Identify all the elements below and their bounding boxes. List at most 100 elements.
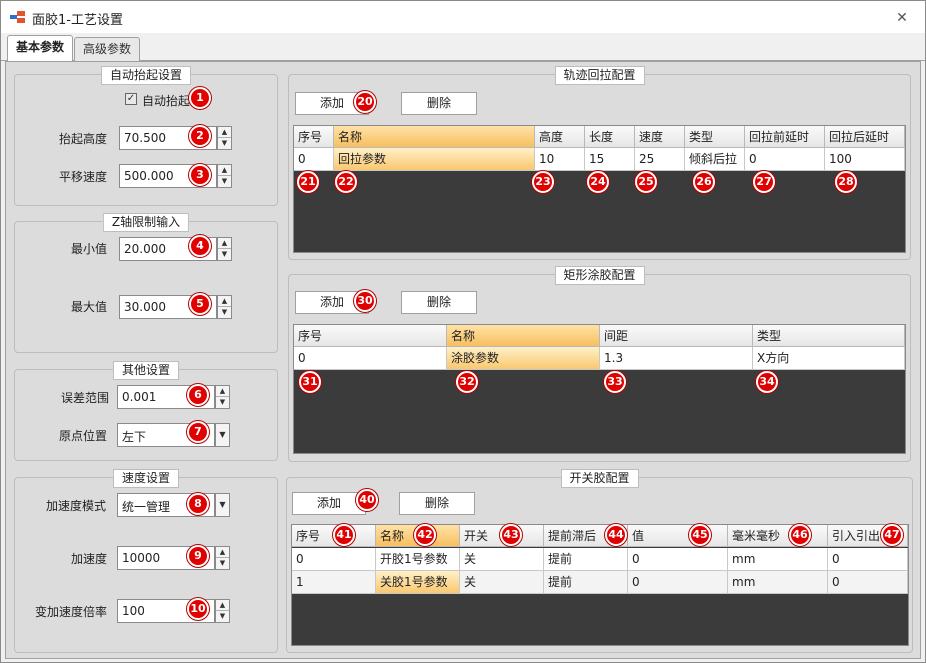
- rect-col-index[interactable]: 序号: [294, 325, 447, 347]
- auto-lift-checkbox[interactable]: ✓: [125, 93, 137, 105]
- lift-height-label: 抬起高度: [59, 132, 108, 146]
- table-cell[interactable]: X方向: [753, 347, 905, 370]
- table-cell[interactable]: mm: [728, 571, 828, 594]
- table-cell[interactable]: 25: [635, 148, 685, 171]
- max-value-label: 最大值: [71, 300, 108, 314]
- annotation-badge: 25: [635, 171, 657, 193]
- chevron-up-icon[interactable]: ▲: [218, 165, 231, 176]
- table-cell[interactable]: 1.3: [600, 347, 753, 370]
- auto-lift-checkbox-label: 自动抬起: [142, 94, 191, 108]
- z-limit-group: Z轴限制输入: [14, 213, 278, 353]
- accel-mode-dropdown-icon[interactable]: ▼: [215, 493, 230, 517]
- annotation-badge: 1: [189, 87, 211, 109]
- chevron-up-icon[interactable]: ▲: [218, 127, 231, 138]
- track-col-type[interactable]: 类型: [685, 126, 745, 148]
- rect-delete-button[interactable]: 删除: [401, 291, 477, 314]
- table-cell[interactable]: 0: [828, 548, 908, 571]
- table-cell[interactable]: 0: [828, 571, 908, 594]
- table-cell[interactable]: 提前: [544, 571, 628, 594]
- switch-delete-button[interactable]: 删除: [399, 492, 475, 515]
- chevron-down-icon[interactable]: ▼: [221, 139, 228, 147]
- tab-basic-params[interactable]: 基本参数: [7, 35, 74, 62]
- annotation-badge: 28: [835, 171, 857, 193]
- table-cell[interactable]: 涂胶参数: [447, 347, 600, 370]
- track-col-pre-delay[interactable]: 回拉前延时: [745, 126, 825, 148]
- annotation-badge: 22: [335, 171, 357, 193]
- annotation-badge: 27: [753, 171, 775, 193]
- chevron-up-icon[interactable]: ▲: [218, 238, 231, 249]
- chevron-down-icon[interactable]: ▼: [219, 559, 226, 567]
- table-cell[interactable]: 提前: [544, 548, 628, 571]
- table-cell[interactable]: 0: [628, 548, 728, 571]
- chevron-down-icon[interactable]: ▼: [219, 612, 226, 620]
- table-cell[interactable]: 回拉参数: [334, 148, 535, 171]
- other-settings-group-title: 其他设置: [112, 361, 180, 380]
- min-value-label: 最小值: [71, 242, 108, 256]
- chevron-up-icon[interactable]: ▲: [216, 547, 229, 558]
- table-cell[interactable]: 15: [585, 148, 635, 171]
- track-rollback-group: 轨迹回拉配置: [288, 66, 911, 260]
- table-cell[interactable]: 开胶1号参数: [376, 548, 460, 571]
- switch-col-value[interactable]: 值: [628, 525, 728, 547]
- track-col-speed[interactable]: 速度: [635, 126, 685, 148]
- switch-add-button[interactable]: 添加: [292, 492, 366, 515]
- table-cell[interactable]: 0: [745, 148, 825, 171]
- table-cell[interactable]: 关: [460, 548, 544, 571]
- origin-select[interactable]: 左下: [117, 423, 215, 447]
- table-cell[interactable]: 关胶1号参数: [376, 571, 460, 594]
- rect-col-type[interactable]: 类型: [753, 325, 905, 347]
- lift-height-stepper[interactable]: ▲ ▼: [217, 126, 232, 150]
- annotation-badge: 33: [604, 371, 626, 393]
- chevron-down-icon[interactable]: ▼: [219, 398, 226, 406]
- origin-dropdown-icon[interactable]: ▼: [215, 423, 230, 447]
- chevron-down-icon[interactable]: ▼: [221, 250, 228, 258]
- window-title: 面胶1-工艺设置: [32, 13, 123, 28]
- jerk-label: 变加速度倍率: [35, 605, 108, 619]
- app-logo-icon: [10, 11, 25, 23]
- rect-col-spacing[interactable]: 间距: [600, 325, 753, 347]
- rect-add-button[interactable]: 添加: [295, 291, 369, 314]
- track-col-length[interactable]: 长度: [585, 126, 635, 148]
- tab-advanced-params[interactable]: 高级参数: [74, 37, 141, 61]
- table-cell[interactable]: 100: [825, 148, 905, 171]
- switch-col-unit[interactable]: 毫米毫秒: [728, 525, 828, 547]
- speed-settings-group-title: 速度设置: [112, 469, 180, 488]
- tolerance-stepper[interactable]: ▲ ▼: [215, 385, 230, 409]
- table-cell[interactable]: 10: [535, 148, 585, 171]
- accel-stepper[interactable]: ▲ ▼: [215, 546, 230, 570]
- chevron-up-icon[interactable]: ▲: [218, 296, 231, 307]
- table-cell[interactable]: 关: [460, 571, 544, 594]
- table-cell[interactable]: mm: [728, 548, 828, 571]
- track-col-name[interactable]: 名称: [334, 126, 535, 148]
- chevron-up-icon[interactable]: ▲: [216, 600, 229, 611]
- table-cell[interactable]: 0: [294, 148, 334, 171]
- min-value-stepper[interactable]: ▲ ▼: [217, 237, 232, 261]
- table-cell[interactable]: 倾斜后拉: [685, 148, 745, 171]
- annotation-badge: 5: [189, 293, 211, 315]
- annotation-badge: 42: [414, 524, 436, 546]
- table-cell[interactable]: 0: [292, 548, 376, 571]
- close-icon[interactable]: ✕: [896, 10, 908, 26]
- max-value-stepper[interactable]: ▲ ▼: [217, 295, 232, 319]
- chevron-up-icon[interactable]: ▲: [216, 386, 229, 397]
- chevron-down-icon[interactable]: ▼: [221, 308, 228, 316]
- table-cell[interactable]: 1: [292, 571, 376, 594]
- track-col-index[interactable]: 序号: [294, 126, 334, 148]
- track-col-post-delay[interactable]: 回拉后延时: [825, 126, 905, 148]
- track-delete-button[interactable]: 删除: [401, 92, 477, 115]
- track-col-height[interactable]: 高度: [535, 126, 585, 148]
- jerk-stepper[interactable]: ▲ ▼: [215, 599, 230, 623]
- table-cell[interactable]: 0: [294, 347, 447, 370]
- move-speed-label: 平移速度: [59, 170, 108, 184]
- chevron-down-icon[interactable]: ▼: [221, 177, 228, 185]
- track-add-button[interactable]: 添加: [295, 92, 369, 115]
- annotation-badge: 31: [299, 371, 321, 393]
- track-rollback-table: 序号 名称 高度 长度 速度 类型 回拉前延时 回拉后延时 0 回拉参数 10 …: [293, 125, 906, 253]
- annotation-badge: 20: [354, 91, 376, 113]
- accel-mode-label: 加速度模式: [46, 499, 107, 513]
- table-cell[interactable]: 0: [628, 571, 728, 594]
- rect-col-name[interactable]: 名称: [447, 325, 600, 347]
- annotation-badge: 34: [756, 371, 778, 393]
- move-speed-stepper[interactable]: ▲ ▼: [217, 164, 232, 188]
- annotation-badge: 6: [187, 384, 209, 406]
